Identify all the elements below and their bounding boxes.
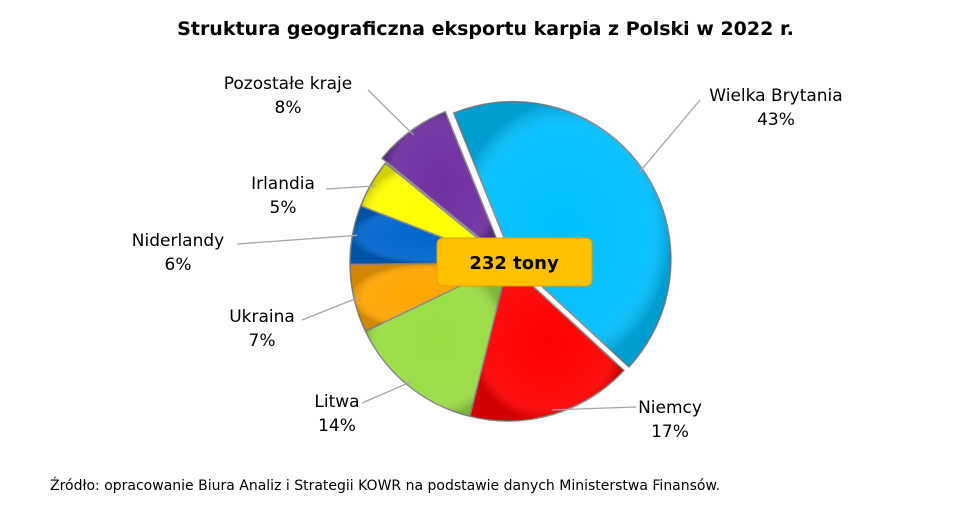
leader-line: [367, 89, 414, 136]
source-note: Źródło: opracowanie Biura Analiz i Strat…: [50, 478, 721, 494]
chart-title: Struktura geograficzna eksportu karpia z…: [177, 18, 794, 40]
slice-value-label: 14%: [318, 416, 356, 436]
slice-name-label: Niemcy: [638, 398, 702, 418]
leader-line: [361, 381, 412, 404]
pie-slice-shade: [469, 263, 624, 422]
slice-name-label: Ukraina: [229, 307, 295, 327]
slice-value-label: 43%: [757, 110, 795, 130]
pie-slice-shade: [453, 101, 671, 367]
center-label: 232 tony: [469, 253, 559, 274]
leader-line: [551, 406, 637, 411]
slice-name-label: Litwa: [314, 392, 359, 412]
center-badge: [436, 237, 593, 287]
leader-line: [325, 185, 376, 190]
slice-name-label: Pozostałe kraje: [224, 74, 352, 94]
slice-name-label: Niderlandy: [132, 231, 224, 251]
slice-value-label: 5%: [270, 198, 297, 218]
pie-slice-shade: [381, 111, 505, 259]
leader-line: [301, 296, 359, 321]
leader-line: [638, 99, 701, 173]
slice-value-label: 6%: [165, 255, 192, 275]
leader-line: [236, 234, 358, 245]
slice-value-label: 8%: [275, 98, 302, 118]
slice-value-label: 17%: [651, 422, 689, 442]
slice-value-label: 7%: [249, 331, 276, 351]
slice-name-label: Irlandia: [251, 174, 315, 194]
pie-slice-shade: [365, 263, 508, 417]
slice-name-label: Wielka Brytania: [709, 86, 842, 106]
